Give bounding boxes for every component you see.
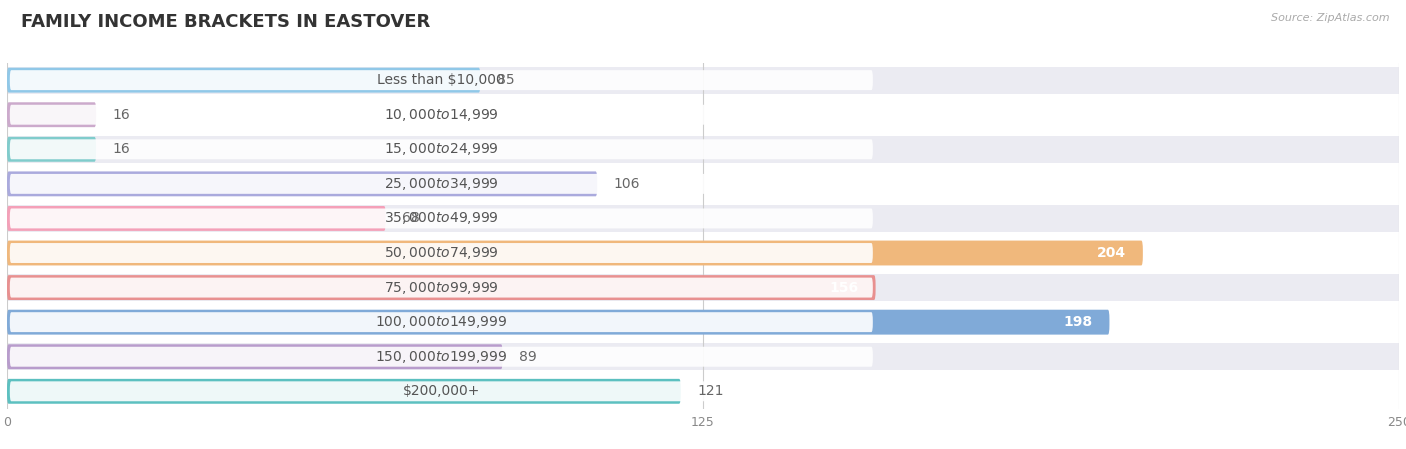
FancyBboxPatch shape [7, 344, 502, 369]
FancyBboxPatch shape [7, 378, 1399, 405]
FancyBboxPatch shape [7, 137, 96, 162]
FancyBboxPatch shape [7, 68, 481, 92]
FancyBboxPatch shape [10, 277, 873, 298]
Text: $15,000 to $24,999: $15,000 to $24,999 [384, 141, 499, 157]
Text: $35,000 to $49,999: $35,000 to $49,999 [384, 211, 499, 226]
FancyBboxPatch shape [7, 275, 876, 300]
Text: 85: 85 [496, 73, 515, 87]
Text: Source: ZipAtlas.com: Source: ZipAtlas.com [1271, 13, 1389, 23]
FancyBboxPatch shape [7, 136, 1399, 163]
FancyBboxPatch shape [7, 379, 681, 404]
FancyBboxPatch shape [7, 205, 1399, 232]
Text: 198: 198 [1063, 315, 1092, 329]
FancyBboxPatch shape [7, 310, 1109, 335]
FancyBboxPatch shape [10, 243, 873, 263]
Text: 16: 16 [112, 108, 131, 122]
Text: FAMILY INCOME BRACKETS IN EASTOVER: FAMILY INCOME BRACKETS IN EASTOVER [21, 13, 430, 31]
FancyBboxPatch shape [7, 206, 385, 231]
FancyBboxPatch shape [10, 347, 873, 367]
FancyBboxPatch shape [7, 170, 1399, 198]
Text: $10,000 to $14,999: $10,000 to $14,999 [384, 107, 499, 123]
Text: 68: 68 [402, 211, 420, 225]
Text: 121: 121 [697, 384, 724, 398]
FancyBboxPatch shape [10, 312, 873, 332]
FancyBboxPatch shape [7, 274, 1399, 301]
FancyBboxPatch shape [7, 172, 598, 196]
FancyBboxPatch shape [10, 139, 873, 159]
Text: 156: 156 [830, 281, 859, 295]
FancyBboxPatch shape [10, 381, 873, 401]
FancyBboxPatch shape [7, 102, 96, 127]
FancyBboxPatch shape [7, 66, 1399, 94]
Text: $50,000 to $74,999: $50,000 to $74,999 [384, 245, 499, 261]
Text: $150,000 to $199,999: $150,000 to $199,999 [375, 349, 508, 365]
Text: 204: 204 [1097, 246, 1126, 260]
FancyBboxPatch shape [10, 174, 873, 194]
Text: 16: 16 [112, 142, 131, 156]
FancyBboxPatch shape [7, 241, 1143, 265]
FancyBboxPatch shape [7, 101, 1399, 128]
Text: $25,000 to $34,999: $25,000 to $34,999 [384, 176, 499, 192]
FancyBboxPatch shape [7, 343, 1399, 370]
Text: $200,000+: $200,000+ [402, 384, 479, 398]
Text: 89: 89 [519, 350, 537, 364]
Text: 106: 106 [614, 177, 640, 191]
Text: $75,000 to $99,999: $75,000 to $99,999 [384, 280, 499, 295]
FancyBboxPatch shape [7, 239, 1399, 267]
FancyBboxPatch shape [7, 308, 1399, 336]
Text: $100,000 to $149,999: $100,000 to $149,999 [375, 314, 508, 330]
FancyBboxPatch shape [10, 70, 873, 90]
FancyBboxPatch shape [10, 208, 873, 229]
Text: Less than $10,000: Less than $10,000 [377, 73, 505, 87]
FancyBboxPatch shape [10, 105, 873, 125]
